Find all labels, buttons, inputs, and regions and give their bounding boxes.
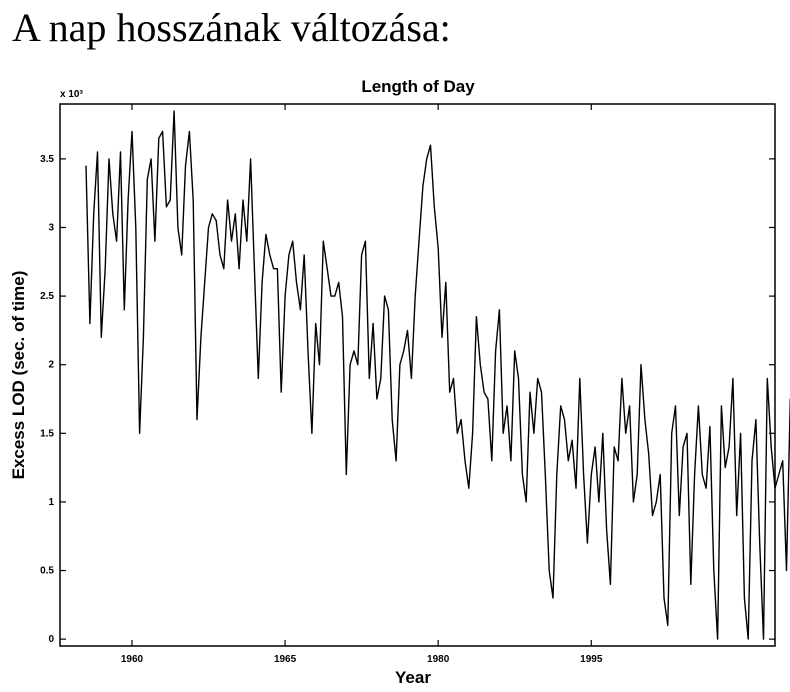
y-tick-label: 2 <box>48 360 54 371</box>
y-tick-label: 0.5 <box>40 566 54 577</box>
x-tick-label: 1965 <box>274 654 297 665</box>
y-tick-label: 1.5 <box>40 428 54 439</box>
plot-frame <box>59 103 776 647</box>
y-multiplier-label: x 10³ <box>60 89 83 100</box>
x-axis-ticks: 1960 1965 1980 1995 <box>121 104 603 665</box>
x-tick-label: 1995 <box>580 654 603 665</box>
chart-title: Length of Day <box>361 77 475 96</box>
y-axis-ticks: 0 0.5 1 1.5 2 2.5 3 3.5 <box>40 154 775 645</box>
y-tick-label: 3.5 <box>40 154 54 165</box>
x-axis-label: Year <box>395 668 431 687</box>
y-tick-label: 0 <box>48 634 54 645</box>
y-tick-label: 1 <box>48 497 54 508</box>
y-axis-label: Excess LOD (sec. of time) <box>9 271 28 480</box>
series-line <box>85 110 790 640</box>
x-tick-label: 1960 <box>121 654 144 665</box>
page-heading: A nap hosszának változása: <box>12 5 451 50</box>
y-tick-label: 2.5 <box>40 291 54 302</box>
x-tick-label: 1980 <box>427 654 450 665</box>
y-tick-label: 3 <box>48 222 54 233</box>
series-group <box>85 110 790 640</box>
